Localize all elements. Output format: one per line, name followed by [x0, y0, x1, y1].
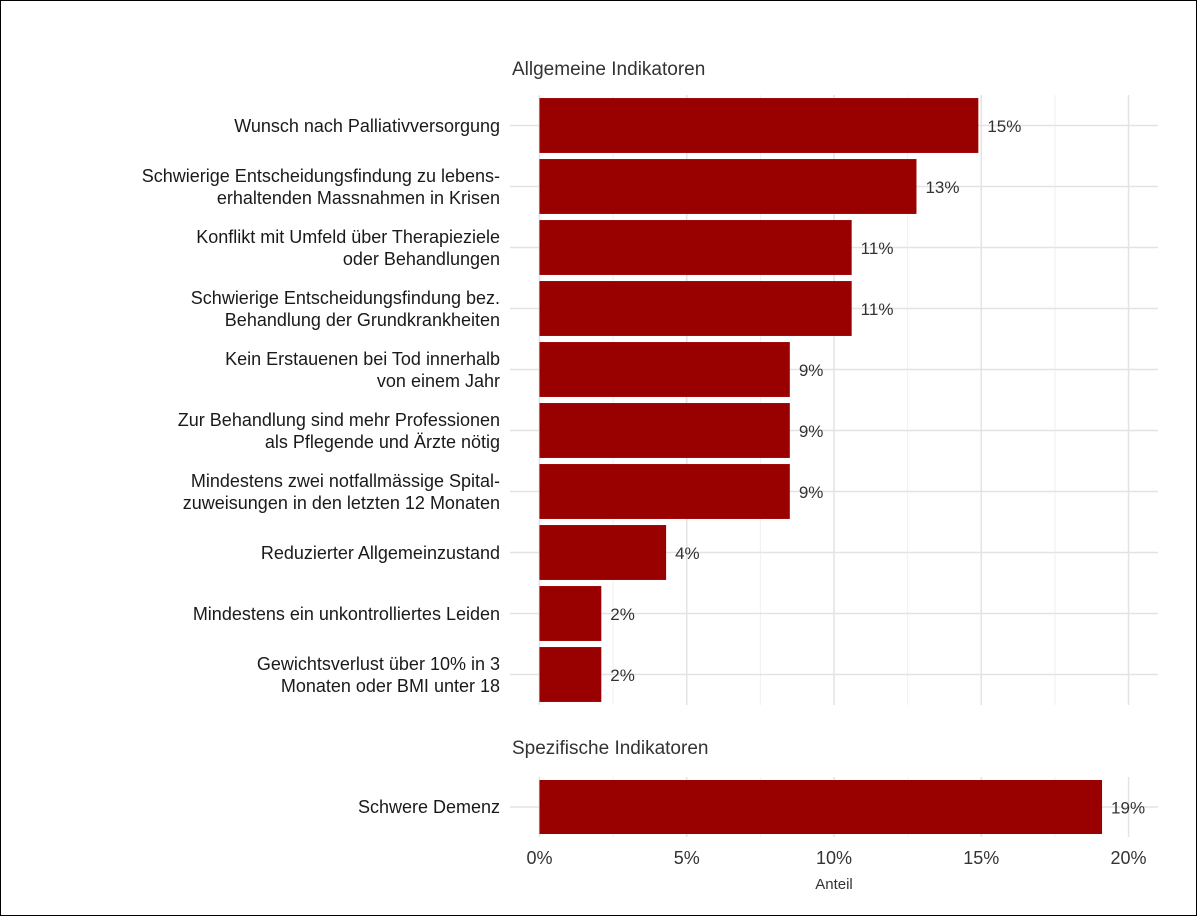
bar — [539, 464, 790, 519]
bar — [539, 220, 852, 275]
category-label: Wunsch nach Palliativversorgung — [234, 115, 500, 136]
value-label: 9% — [799, 422, 824, 441]
category-label: Konflikt mit Umfeld über Therapieziele o… — [196, 226, 500, 269]
panel-title: Allgemeine Indikatoren — [512, 59, 705, 80]
category-label: Schwierige Entscheidungsfindung zu leben… — [141, 165, 500, 208]
bar — [539, 780, 1103, 834]
x-tick-label: 0% — [526, 848, 552, 868]
value-label: 4% — [675, 544, 700, 563]
bar — [539, 403, 790, 458]
value-label: 19% — [1111, 798, 1145, 817]
category-label: Zur Behandlung sind mehr Professionen al… — [177, 409, 500, 452]
value-label: 9% — [799, 483, 824, 502]
category-label: Kein Erstauenen bei Tod innerhalb von ei… — [225, 348, 500, 391]
x-tick-label: 5% — [674, 848, 700, 868]
value-label: 2% — [610, 605, 635, 624]
x-tick-label: 10% — [816, 848, 852, 868]
value-label: 9% — [799, 361, 824, 380]
x-tick-label: 20% — [1111, 848, 1147, 868]
category-label: Mindestens ein unkontrolliertes Leiden — [192, 603, 500, 624]
bar — [539, 159, 917, 214]
category-label: Reduzierter Allgemeinzustand — [260, 542, 500, 563]
value-label: 15% — [987, 117, 1021, 136]
bar — [539, 647, 602, 702]
category-label: Schwierige Entscheidungsfindung bez. Beh… — [190, 287, 500, 330]
panel-title: Spezifische Indikatoren — [512, 738, 708, 759]
value-label: 2% — [610, 666, 635, 685]
bar — [539, 586, 602, 641]
category-label: Mindestens zwei notfallmässige Spital- z… — [182, 470, 500, 513]
bar — [539, 98, 979, 153]
bar — [539, 525, 667, 580]
value-label: 13% — [925, 178, 959, 197]
x-tick-label: 15% — [963, 848, 999, 868]
value-label: 11% — [861, 300, 894, 319]
bar — [539, 342, 790, 397]
value-label: 11% — [861, 239, 894, 258]
bar — [539, 281, 852, 336]
category-label: Schwere Demenz — [357, 797, 500, 817]
x-axis-label: Anteil — [815, 876, 853, 893]
category-label: Gewichtsverlust über 10% in 3 Monaten od… — [256, 653, 500, 696]
